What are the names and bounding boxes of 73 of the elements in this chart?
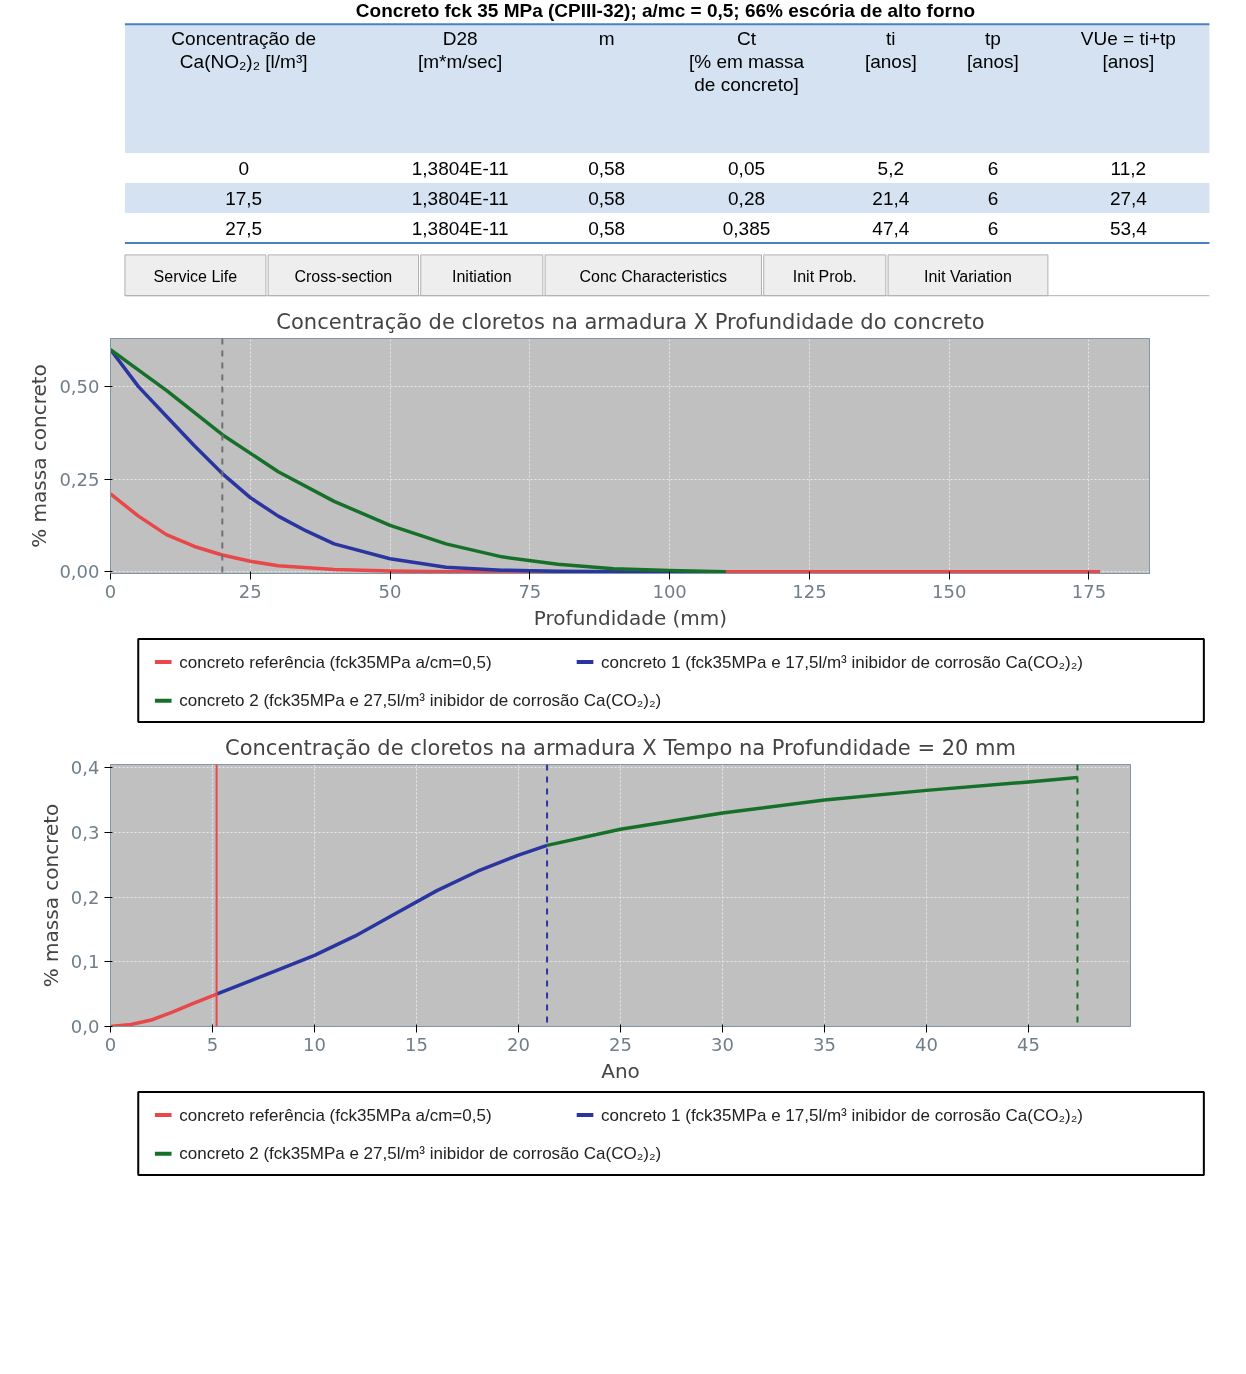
y-tick-label: 0,50 bbox=[59, 376, 100, 398]
x-tick-label: 175 bbox=[1071, 580, 1107, 602]
text: 6 bbox=[987, 187, 999, 209]
y-axis-title: % massa concreto bbox=[27, 364, 52, 548]
text: 53,4 bbox=[1109, 217, 1148, 239]
y-tick-label: 0,0 bbox=[70, 1016, 100, 1037]
x-tick-label: 30 bbox=[711, 1033, 734, 1055]
text: 0,58 bbox=[588, 157, 626, 179]
text: 6 bbox=[987, 157, 999, 179]
y-tick-label: 0,1 bbox=[70, 951, 100, 973]
category-label: tp [anos] bbox=[967, 28, 1019, 73]
x-tick-label: 100 bbox=[652, 580, 687, 602]
x-tick-label: 50 bbox=[378, 580, 402, 602]
y-tick-label: 0,3 bbox=[70, 821, 100, 843]
x-tick-label: 0 bbox=[104, 1033, 117, 1055]
y-axis-title: % massa concreto bbox=[38, 803, 63, 988]
text: 0,58 bbox=[588, 187, 626, 209]
y-tick-label: 0,00 bbox=[59, 561, 100, 583]
x-tick-label: 125 bbox=[792, 580, 827, 602]
y-tick-label: 0,4 bbox=[70, 757, 100, 779]
category-label: VUe = ti+tp [anos] bbox=[1080, 28, 1176, 73]
chart-title: Concentração de cloretos na armadura X Tempo na Profundidade = 20 mm bbox=[225, 735, 1016, 760]
x-tick-label: 150 bbox=[932, 580, 967, 602]
text: 21,4 bbox=[872, 187, 910, 209]
legend-label: concreto 2 (fck35MPa e 27,5l/m³ inibidor de corrosão Ca(CO₂)₂) bbox=[179, 691, 662, 711]
text: 1,3804E-11 bbox=[411, 187, 509, 209]
x-tick-label: 75 bbox=[518, 580, 542, 602]
text: 27,4 bbox=[1109, 187, 1148, 209]
text: 6 bbox=[987, 217, 999, 239]
text: 27,5 bbox=[225, 217, 263, 239]
y-tick-label: 0,25 bbox=[59, 468, 100, 490]
category-label: Ct [% em massa de concreto] bbox=[688, 28, 805, 96]
x-tick-label: 40 bbox=[915, 1033, 938, 1055]
text: Service Life bbox=[153, 268, 238, 285]
legend-label: concreto referência (fck35MPa a/cm=0,5) bbox=[179, 1105, 492, 1125]
text: 1,3804E-11 bbox=[411, 217, 509, 239]
text: 11,2 bbox=[1110, 157, 1147, 179]
text: Concreto fck 35 MPa (CPIII-32); a/mc = 0,5; 66% escória de alto forno bbox=[355, 0, 976, 21]
text: 0,385 bbox=[722, 217, 771, 239]
text: Conc Characteristics bbox=[579, 268, 728, 285]
text: 17,5 bbox=[225, 187, 263, 209]
text: 0,58 bbox=[588, 217, 626, 239]
x-tick-label: 10 bbox=[303, 1033, 326, 1055]
legend-label: concreto referência (fck35MPa a/cm=0,5) bbox=[179, 652, 492, 672]
text: Cross-section bbox=[294, 268, 393, 285]
legend-label: concreto 2 (fck35MPa e 27,5l/m³ inibidor de corrosão Ca(CO₂)₂) bbox=[179, 1144, 662, 1164]
text: Init Prob. bbox=[792, 268, 857, 285]
x-tick-label: 25 bbox=[238, 580, 262, 602]
category-label: D28 [m*m/sec] bbox=[417, 28, 503, 73]
category-label: ti [anos] bbox=[864, 28, 917, 73]
text: 0,28 bbox=[728, 187, 766, 209]
x-axis-title: Ano bbox=[601, 1058, 640, 1083]
text: Initiation bbox=[452, 268, 512, 285]
x-tick-label: 35 bbox=[813, 1033, 836, 1055]
category-label: m bbox=[598, 28, 615, 49]
text: 0,05 bbox=[728, 157, 766, 179]
text: 47,4 bbox=[872, 217, 910, 239]
x-tick-label: 45 bbox=[1017, 1033, 1040, 1055]
legend-label: concreto 1 (fck35MPa e 17,5l/m³ inibidor de corrosão Ca(CO₂)₂) bbox=[601, 652, 1083, 672]
text: 0 bbox=[238, 157, 249, 179]
text: 5,2 bbox=[877, 157, 905, 179]
category-label: Concentração de Ca(NO₂)₂ [l/m³] bbox=[171, 28, 317, 73]
legend-label: concreto 1 (fck35MPa e 17,5l/m³ inibidor de corrosão Ca(CO₂)₂) bbox=[601, 1105, 1083, 1125]
y-tick-label: 0,2 bbox=[70, 886, 100, 908]
x-tick-label: 25 bbox=[609, 1033, 632, 1055]
x-tick-label: 15 bbox=[405, 1033, 428, 1055]
x-tick-label: 20 bbox=[507, 1033, 530, 1055]
x-tick-label: 5 bbox=[206, 1033, 219, 1055]
chart-title: Concentração de cloretos na armadura X Profundidade do concreto bbox=[276, 309, 985, 334]
x-axis-title: Profundidade (mm) bbox=[533, 605, 728, 630]
text: Init Variation bbox=[924, 268, 1012, 285]
text: 1,3804E-11 bbox=[411, 157, 509, 179]
x-tick-label: 0 bbox=[104, 580, 117, 602]
